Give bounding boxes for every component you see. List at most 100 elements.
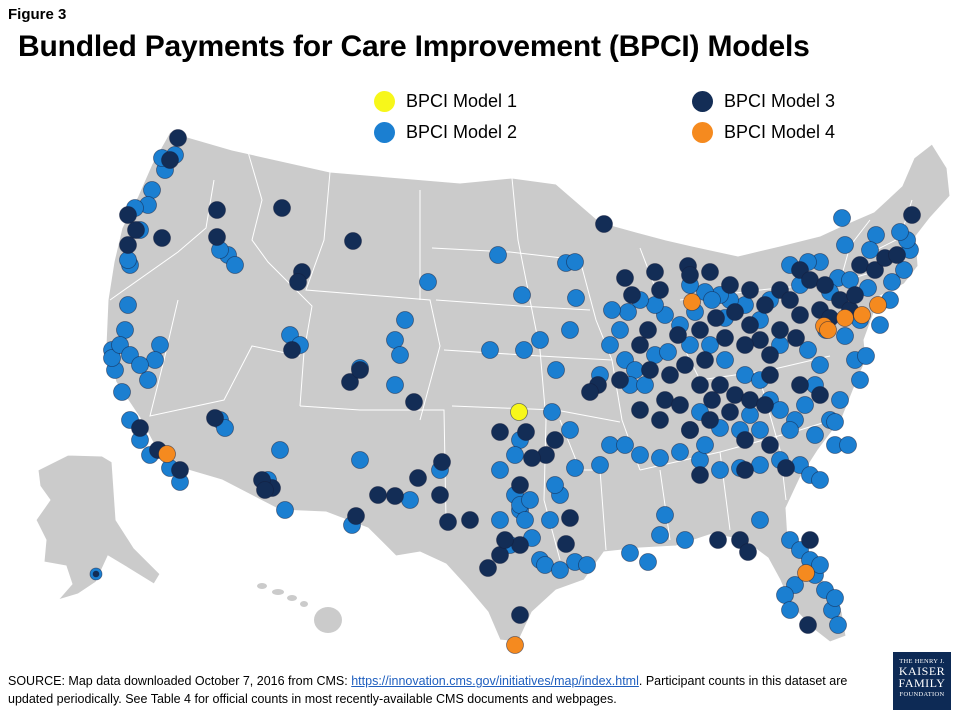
model2-marker [226,256,244,274]
model3-marker [656,391,674,409]
model2-marker [271,441,289,459]
alaska-shape [35,454,161,601]
model3-marker [511,536,529,554]
model2-marker [543,403,561,421]
model3-marker [169,129,187,147]
model2-marker [391,346,409,364]
model2-marker [751,456,769,474]
model3-marker [709,531,727,549]
model3-marker [681,266,699,284]
model3-marker [726,386,744,404]
model3-marker [517,423,535,441]
kff-logo: THE HENRY J. KAISER FAMILY FOUNDATION [893,652,951,710]
model2-marker [751,421,769,439]
model3-marker [801,271,819,289]
model2-marker [741,406,759,424]
model2-marker [811,471,829,489]
model2-marker [513,286,531,304]
model3-marker [707,309,725,327]
model3-marker [701,263,719,281]
model2-marker [826,413,844,431]
model3-marker [846,286,864,304]
bpci-markers [89,129,921,654]
model3-marker [761,346,779,364]
model2-marker [116,321,134,339]
model3-marker [799,616,817,634]
model3-marker [433,453,451,471]
model2-marker [119,251,137,269]
model3-marker [561,509,579,527]
model2-marker [796,396,814,414]
model3-marker [791,376,809,394]
model3-marker [439,513,457,531]
model4-marker [683,293,701,311]
model2-marker [696,436,714,454]
model3-marker [681,421,699,439]
model3-marker [741,281,759,299]
model3-marker [851,256,869,274]
model3-marker [726,303,744,321]
model3-marker [546,431,564,449]
model2-marker [833,209,851,227]
model2-marker [681,336,699,354]
model2-marker [676,531,694,549]
model3-marker [461,511,479,529]
model3-marker [646,263,664,281]
model3-marker [347,507,365,525]
model3-marker [127,221,145,239]
model3-marker [888,246,906,264]
model3-marker [289,273,307,291]
model2-marker [419,273,437,291]
model3-marker [623,286,641,304]
model2-marker [103,349,121,367]
model2-marker [776,586,794,604]
model3-marker [208,201,226,219]
model2-marker [826,589,844,607]
model2-marker [836,236,854,254]
model3-marker [691,321,709,339]
model2-marker [621,544,639,562]
model3-marker [741,316,759,334]
model2-marker [546,476,564,494]
model2-marker [481,341,499,359]
model3-marker [491,423,509,441]
model2-marker [651,526,669,544]
model2-marker [139,371,157,389]
model3-marker [256,481,274,499]
model3-marker [661,366,679,384]
model3-marker [669,326,687,344]
model3-marker [92,570,100,578]
model2-marker [895,261,913,279]
model3-marker [386,487,404,505]
source-link[interactable]: https://innovation.cms.gov/initiatives/m… [351,674,639,688]
model3-marker [611,371,629,389]
model2-marker [751,511,769,529]
model2-marker [799,341,817,359]
model2-marker [541,511,559,529]
model2-marker [566,253,584,271]
model3-marker [676,356,694,374]
model3-marker [739,543,757,561]
model3-marker [631,336,649,354]
model3-marker [273,199,291,217]
model3-marker [369,486,387,504]
figure-label: Figure 3 [8,6,67,23]
model2-marker [567,289,585,307]
model2-marker [867,226,885,244]
model2-marker [491,511,509,529]
model2-marker [871,316,889,334]
model2-marker [113,383,131,401]
model3-marker [208,228,226,246]
model2-marker [119,296,137,314]
model3-marker [781,291,799,309]
model3-marker [751,331,769,349]
model2-marker [781,421,799,439]
model3-marker [431,486,449,504]
model3-marker [736,431,754,449]
model2-marker [591,456,609,474]
model3-marker [711,376,729,394]
model2-marker [651,449,669,467]
model2-marker [561,421,579,439]
model3-marker [153,229,171,247]
model3-marker [787,329,805,347]
